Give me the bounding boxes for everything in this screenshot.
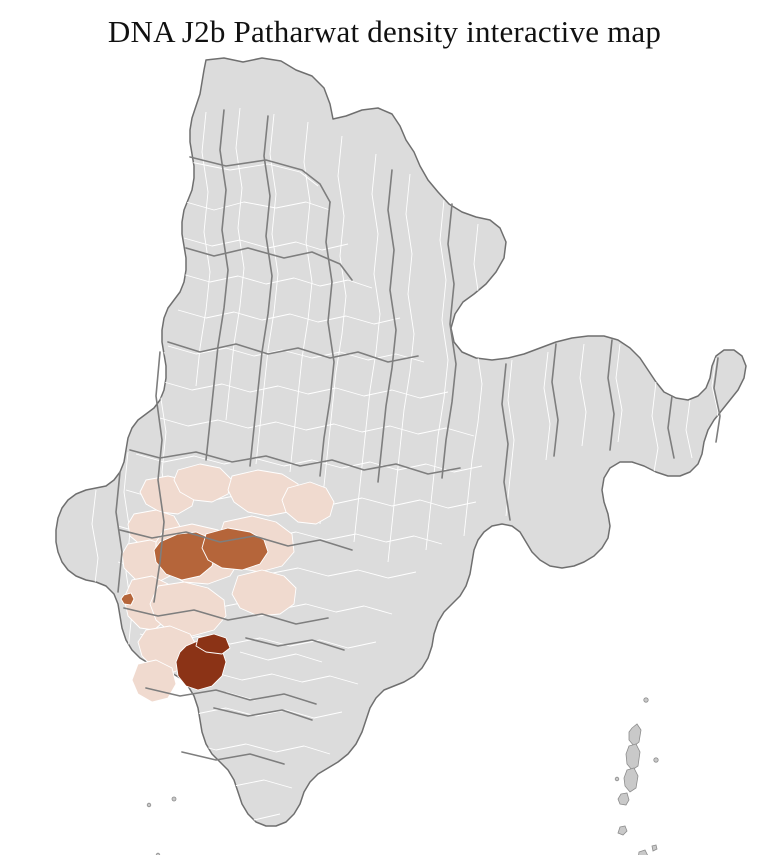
island-dot-a <box>644 698 648 702</box>
island-lakshadweep-b <box>172 797 176 801</box>
island-little-andaman <box>618 793 629 805</box>
island-dot-b <box>654 758 658 762</box>
region-satara-north-spur[interactable] <box>196 634 230 654</box>
island-car-nicobar <box>618 826 627 835</box>
island-nicobar-small <box>652 845 657 851</box>
island-south-andaman <box>624 768 638 792</box>
map-canvas[interactable] <box>0 52 769 855</box>
region-buldhana[interactable] <box>282 482 334 524</box>
region-nashik[interactable] <box>154 532 216 580</box>
region-daman[interactable] <box>121 593 134 605</box>
region-dhule[interactable] <box>202 528 268 570</box>
state-boundaries <box>116 110 720 764</box>
region-nandurbar[interactable] <box>174 464 232 502</box>
choropleth-regions[interactable] <box>121 464 334 702</box>
island-lakshadweep-a <box>147 803 151 807</box>
island-nicobar-group <box>638 850 648 855</box>
india-choropleth-map[interactable] <box>0 52 769 855</box>
region-solapur[interactable] <box>232 570 296 616</box>
island-territories <box>147 698 658 855</box>
island-middle-andaman <box>626 744 640 770</box>
island-dot-c <box>615 777 619 781</box>
island-north-andaman <box>629 724 641 746</box>
page-title: DNA J2b Patharwat density interactive ma… <box>107 14 662 49</box>
region-sindhudurg[interactable] <box>132 660 176 702</box>
